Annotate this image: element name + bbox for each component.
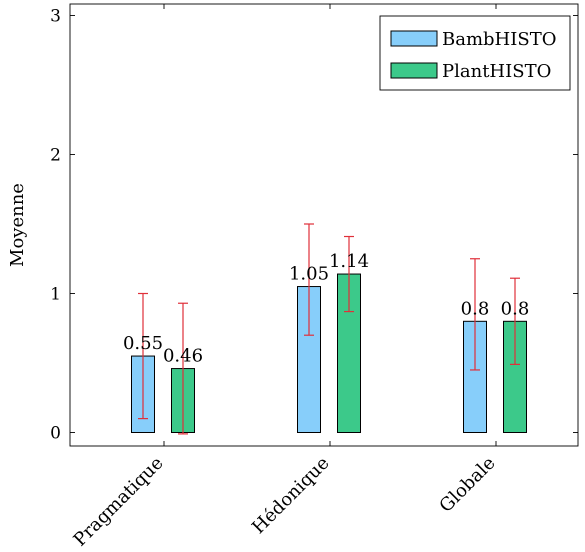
legend-swatch [390,30,438,47]
y-tick-label: 2 [50,146,61,166]
data-label: 0.46 [163,346,203,367]
data-label: 1.14 [329,251,369,272]
y-tick-label: 3 [50,7,61,27]
y-axis-label: Moyenne [7,183,28,267]
y-axis-ticks: 0 1 2 3 [50,7,578,444]
data-label: 0.55 [123,333,163,354]
axes [69,3,579,447]
error-bars [138,223,520,435]
legend-swatch [390,62,438,79]
legend-entry: BambHISTO [442,29,556,50]
data-labels: 0.55 1.05 0.8 0.46 1.14 0.8 [123,251,529,367]
legend-entry: PlantHISTO [442,61,551,82]
y-tick-label: 0 [50,424,61,444]
data-label: 0.8 [461,298,490,319]
plot-frame [69,3,579,447]
legend: BambHISTO PlantHISTO [379,15,571,91]
x-tick-label: Pragmatique [70,453,168,551]
bars [131,273,527,434]
data-label: 0.8 [501,298,530,319]
x-tick-label: Globale [435,453,499,517]
x-tick-label: Hédonique [248,453,333,538]
y-tick-label: 1 [50,285,61,305]
data-label: 1.05 [289,264,329,285]
